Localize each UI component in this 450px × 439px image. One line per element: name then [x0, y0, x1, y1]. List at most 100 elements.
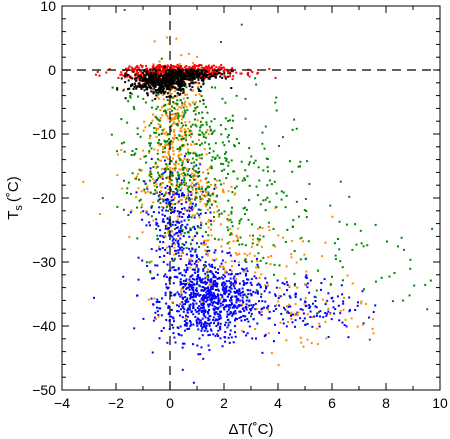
data-point — [217, 215, 220, 218]
data-point — [178, 70, 181, 73]
data-point — [247, 278, 250, 281]
data-point — [209, 265, 212, 268]
data-point — [182, 286, 185, 289]
data-point — [155, 94, 158, 97]
data-point — [183, 83, 185, 86]
data-point — [213, 275, 216, 278]
data-point — [139, 157, 142, 160]
data-point — [207, 319, 210, 322]
data-point — [130, 154, 133, 157]
data-point — [212, 295, 215, 298]
data-point — [227, 75, 230, 78]
data-point — [183, 72, 186, 75]
data-point — [235, 306, 238, 309]
data-point — [200, 346, 203, 349]
data-point — [165, 110, 168, 113]
data-point — [194, 108, 197, 111]
data-point — [296, 314, 299, 317]
data-point — [187, 52, 190, 55]
data-point — [169, 169, 172, 172]
data-point — [105, 71, 108, 74]
data-point — [116, 174, 119, 177]
data-point — [196, 275, 199, 278]
data-point — [227, 190, 230, 193]
data-point — [133, 85, 136, 88]
data-point — [162, 220, 165, 223]
data-point — [202, 303, 205, 306]
data-point — [334, 258, 337, 261]
data-point — [152, 92, 155, 95]
data-point — [176, 193, 179, 196]
data-point — [210, 234, 213, 237]
data-point — [192, 81, 195, 84]
data-point — [120, 118, 123, 121]
data-point — [257, 239, 260, 241]
data-point — [201, 235, 204, 238]
data-point — [294, 319, 297, 322]
data-point — [304, 297, 307, 300]
data-point — [258, 310, 261, 313]
data-point — [227, 164, 230, 167]
y-tick-label: −20 — [32, 190, 56, 206]
data-point — [195, 196, 198, 199]
data-point — [159, 144, 162, 147]
data-point — [212, 281, 215, 284]
data-point — [206, 270, 209, 273]
data-point — [181, 193, 184, 196]
data-point — [170, 291, 173, 294]
data-point — [179, 93, 182, 96]
data-point — [176, 188, 179, 191]
data-point — [333, 312, 336, 315]
data-point — [172, 220, 175, 223]
data-point — [167, 209, 170, 212]
data-point — [172, 149, 175, 152]
data-point — [234, 187, 237, 190]
data-point — [164, 170, 167, 173]
data-point — [200, 71, 203, 74]
data-point — [221, 250, 224, 253]
data-point — [137, 278, 140, 281]
data-point — [155, 76, 158, 79]
data-point — [200, 323, 203, 326]
data-point — [257, 166, 260, 169]
data-point — [188, 319, 191, 322]
data-point — [165, 86, 168, 89]
data-point — [334, 254, 337, 257]
data-point — [210, 299, 213, 302]
data-point — [272, 340, 275, 343]
data-point — [306, 286, 309, 289]
data-point — [209, 292, 212, 295]
data-point — [207, 69, 210, 72]
data-point — [157, 66, 160, 69]
data-point — [224, 321, 227, 324]
data-point — [209, 128, 212, 131]
data-point — [154, 116, 157, 119]
data-point — [165, 202, 168, 205]
data-point — [183, 232, 186, 235]
data-point — [174, 116, 176, 119]
data-point — [185, 152, 188, 155]
data-point — [264, 277, 267, 280]
data-point — [208, 185, 211, 188]
data-point — [200, 311, 203, 314]
data-point — [238, 289, 241, 292]
data-point — [164, 248, 167, 251]
data-point — [184, 181, 187, 184]
data-point — [306, 313, 309, 316]
data-point — [156, 298, 159, 301]
data-point — [290, 311, 293, 314]
data-point — [185, 197, 188, 200]
data-point — [324, 303, 327, 306]
data-point — [166, 251, 169, 254]
data-point — [179, 308, 182, 311]
data-point — [216, 72, 219, 75]
data-point — [126, 75, 129, 78]
data-point — [180, 65, 183, 68]
data-point — [131, 70, 134, 73]
data-point — [315, 306, 318, 309]
data-point — [195, 125, 198, 128]
data-point — [174, 293, 177, 296]
data-point — [207, 133, 210, 136]
data-point — [193, 151, 196, 154]
data-point — [208, 151, 211, 154]
